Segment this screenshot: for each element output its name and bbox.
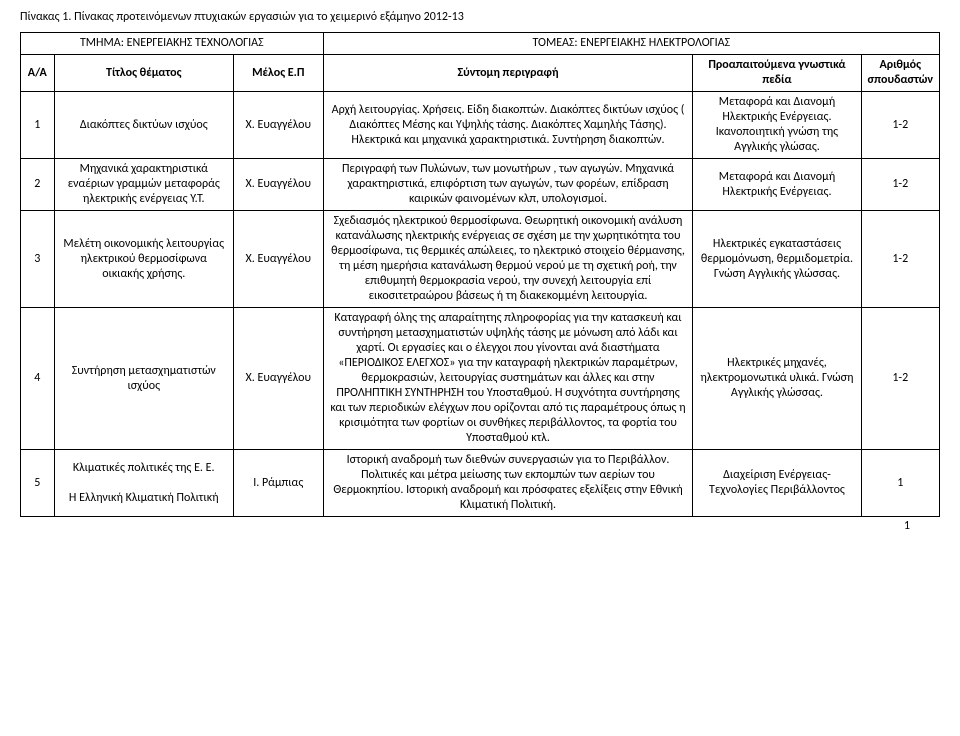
header-row: Α/Α Τίτλος θέματος Μέλος Ε.Π Σύντομη περ… — [21, 55, 940, 92]
cell-member: Χ. Ευαγγέλου — [233, 92, 323, 159]
page-number: 1 — [20, 517, 940, 533]
cell-prereq: Μεταφορά και Διανομή Ηλεκτρικής Ενέργεια… — [693, 92, 861, 159]
table-row: 5 Κλιματικές πολιτικές της Ε. Ε. Η Ελλην… — [21, 450, 940, 517]
table-row: 1 Διακόπτες δικτύων ισχύος Χ. Ευαγγέλου … — [21, 92, 940, 159]
table-row: 3 Μελέτη οικονομικής λειτουργίας ηλεκτρι… — [21, 211, 940, 308]
dept-left: ΤΜΗΜΑ: ΕΝΕΡΓΕΙΑΚΗΣ ΤΕΧΝΟΛΟΓΙΑΣ — [21, 33, 324, 55]
page-title: Πίνακας 1. Πίνακας προτεινόμενων πτυχιακ… — [20, 10, 940, 24]
cell-title: Κλιματικές πολιτικές της Ε. Ε. Η Ελληνικ… — [54, 450, 233, 517]
cell-students: 1-2 — [861, 308, 940, 450]
cell-title: Μελέτη οικονομικής λειτουργίας ηλεκτρικο… — [54, 211, 233, 308]
cell-title: Συντήρηση μετασχηματιστών ισχύος — [54, 308, 233, 450]
col-prereq: Προαπαιτούμενα γνωστικά πεδία — [693, 55, 861, 92]
cell-students: 1-2 — [861, 159, 940, 211]
thesis-table: ΤΜΗΜΑ: ΕΝΕΡΓΕΙΑΚΗΣ ΤΕΧΝΟΛΟΓΙΑΣ ΤΟΜΕΑΣ: Ε… — [20, 32, 940, 517]
cell-title: Διακόπτες δικτύων ισχύος — [54, 92, 233, 159]
col-students: Αριθμός σπουδαστών — [861, 55, 940, 92]
cell-desc: Περιγραφή των Πυλώνων, των μονωτήρων , τ… — [323, 159, 693, 211]
col-desc: Σύντομη περιγραφή — [323, 55, 693, 92]
cell-desc: Ιστορική αναδρομή των διεθνών συνεργασιώ… — [323, 450, 693, 517]
cell-member: Ι. Ράμπιας — [233, 450, 323, 517]
cell-member: Χ. Ευαγγέλου — [233, 211, 323, 308]
cell-aa: 4 — [21, 308, 55, 450]
table-row: 4 Συντήρηση μετασχηματιστών ισχύος Χ. Ευ… — [21, 308, 940, 450]
cell-prereq: Μεταφορά και Διανομή Ηλεκτρικής Ενέργεια… — [693, 159, 861, 211]
cell-title: Μηχανικά χαρακτηριστικά εναέριων γραμμών… — [54, 159, 233, 211]
cell-prereq: Ηλεκτρικές μηχανές, ηλεκτρομονωτικά υλικ… — [693, 308, 861, 450]
cell-aa: 1 — [21, 92, 55, 159]
cell-students: 1-2 — [861, 211, 940, 308]
cell-aa: 5 — [21, 450, 55, 517]
cell-desc: Σχεδιασμός ηλεκτρικού θερμοσίφωνα. Θεωρη… — [323, 211, 693, 308]
cell-aa: 2 — [21, 159, 55, 211]
col-aa: Α/Α — [21, 55, 55, 92]
cell-prereq: Ηλεκτρικές εγκαταστάσεις θερμομόνωση, θε… — [693, 211, 861, 308]
cell-prereq: Διαχείριση Ενέργειας- Τεχνολογίες Περιβά… — [693, 450, 861, 517]
cell-member: Χ. Ευαγγέλου — [233, 308, 323, 450]
table-row: 2 Μηχανικά χαρακτηριστικά εναέριων γραμμ… — [21, 159, 940, 211]
cell-desc: Αρχή λειτουργίας. Χρήσεις. Είδη διακοπτώ… — [323, 92, 693, 159]
cell-students: 1 — [861, 450, 940, 517]
cell-member: Χ. Ευαγγέλου — [233, 159, 323, 211]
cell-students: 1-2 — [861, 92, 940, 159]
cell-aa: 3 — [21, 211, 55, 308]
col-title: Τίτλος θέματος — [54, 55, 233, 92]
dept-row: ΤΜΗΜΑ: ΕΝΕΡΓΕΙΑΚΗΣ ΤΕΧΝΟΛΟΓΙΑΣ ΤΟΜΕΑΣ: Ε… — [21, 33, 940, 55]
dept-right: ΤΟΜΕΑΣ: ΕΝΕΡΓΕΙΑΚΗΣ ΗΛΕΚΤΡΟΛΟΓΙΑΣ — [323, 33, 939, 55]
col-member: Μέλος Ε.Π — [233, 55, 323, 92]
cell-desc: Καταγραφή όλης της απαραίτητης πληροφορί… — [323, 308, 693, 450]
